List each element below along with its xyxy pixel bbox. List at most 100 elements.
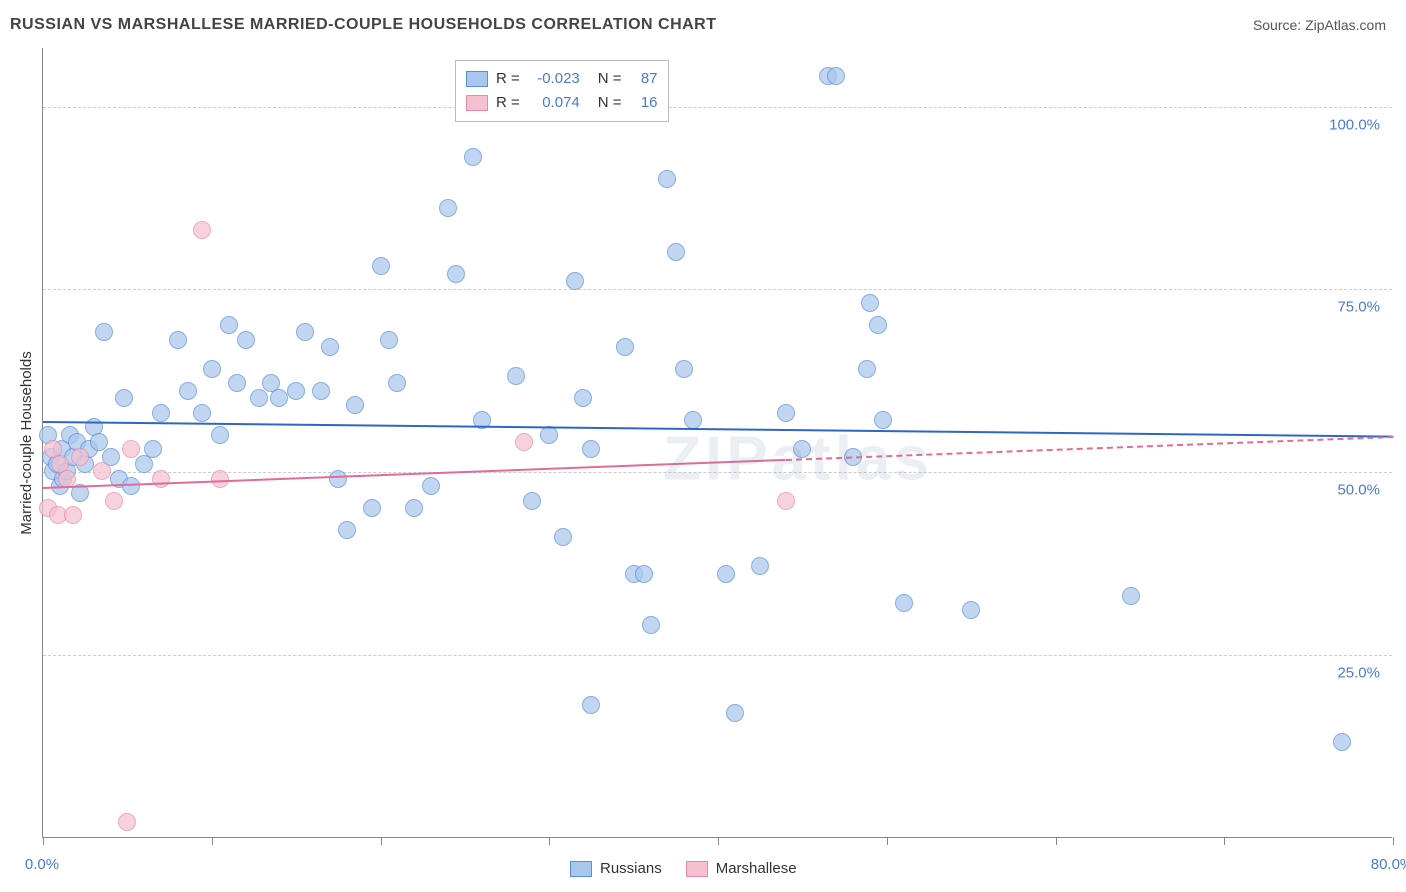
data-point bbox=[827, 67, 845, 85]
data-point bbox=[287, 382, 305, 400]
data-point bbox=[329, 470, 347, 488]
trend-line bbox=[785, 436, 1393, 461]
data-point bbox=[1122, 587, 1140, 605]
source-prefix: Source: bbox=[1253, 17, 1305, 33]
data-point bbox=[962, 601, 980, 619]
data-point bbox=[861, 294, 879, 312]
chart-header: RUSSIAN VS MARSHALLESE MARRIED-COUPLE HO… bbox=[0, 0, 1406, 40]
data-point bbox=[869, 316, 887, 334]
data-point bbox=[380, 331, 398, 349]
legend-series-item: Russians bbox=[570, 860, 662, 877]
data-point bbox=[346, 396, 364, 414]
data-point bbox=[582, 440, 600, 458]
data-point bbox=[321, 338, 339, 356]
stats-legend: R =-0.023N =87R =0.074N =16 bbox=[455, 60, 669, 122]
data-point bbox=[270, 389, 288, 407]
data-point bbox=[777, 492, 795, 510]
x-tick bbox=[381, 837, 382, 845]
y-tick-label: 100.0% bbox=[1329, 116, 1380, 133]
data-point bbox=[515, 433, 533, 451]
plot-area: 25.0% 50.0% 75.0% 100.0% bbox=[42, 48, 1392, 838]
data-point bbox=[874, 411, 892, 429]
x-tick bbox=[43, 837, 44, 845]
data-point bbox=[554, 528, 572, 546]
data-point bbox=[118, 813, 136, 831]
stat-n-value: 16 bbox=[630, 91, 658, 115]
data-point bbox=[582, 696, 600, 714]
data-point bbox=[95, 323, 113, 341]
x-tick bbox=[549, 837, 550, 845]
x-tick-label: 80.0% bbox=[1371, 856, 1406, 873]
data-point bbox=[115, 389, 133, 407]
data-point bbox=[447, 265, 465, 283]
data-point bbox=[169, 331, 187, 349]
y-axis-label: Married-couple Households bbox=[18, 351, 35, 534]
legend-series-label: Russians bbox=[600, 860, 662, 877]
data-point bbox=[574, 389, 592, 407]
data-point bbox=[237, 331, 255, 349]
data-point bbox=[203, 360, 221, 378]
data-point bbox=[717, 565, 735, 583]
legend-swatch bbox=[466, 71, 488, 87]
stat-n-label: N = bbox=[598, 67, 622, 91]
gridline bbox=[43, 472, 1392, 473]
data-point bbox=[193, 221, 211, 239]
legend-stats-row: R = 0.074 N = 16 bbox=[466, 91, 658, 115]
y-tick-label: 75.0% bbox=[1337, 299, 1380, 316]
data-point bbox=[684, 411, 702, 429]
legend-swatch bbox=[686, 861, 708, 877]
x-tick bbox=[718, 837, 719, 845]
data-point bbox=[363, 499, 381, 517]
stat-n-label: N = bbox=[598, 91, 622, 115]
data-point bbox=[250, 389, 268, 407]
x-tick bbox=[1224, 837, 1225, 845]
series-legend: Russians Marshallese bbox=[570, 860, 797, 877]
data-point bbox=[388, 374, 406, 392]
data-point bbox=[777, 404, 795, 422]
data-point bbox=[122, 440, 140, 458]
stat-r-label: R = bbox=[496, 91, 520, 115]
y-tick-label: 25.0% bbox=[1337, 665, 1380, 682]
data-point bbox=[193, 404, 211, 422]
legend-series-label: Marshallese bbox=[716, 860, 797, 877]
data-point bbox=[228, 374, 246, 392]
legend-stats-row: R =-0.023N =87 bbox=[466, 67, 658, 91]
data-point bbox=[338, 521, 356, 539]
source-name: ZipAtlas.com bbox=[1305, 17, 1386, 33]
data-point bbox=[179, 382, 197, 400]
data-point bbox=[220, 316, 238, 334]
data-point bbox=[616, 338, 634, 356]
stat-r-value: -0.023 bbox=[528, 67, 580, 91]
data-point bbox=[726, 704, 744, 722]
data-point bbox=[144, 440, 162, 458]
data-point bbox=[93, 462, 111, 480]
data-point bbox=[422, 477, 440, 495]
legend-swatch bbox=[570, 861, 592, 877]
data-point bbox=[507, 367, 525, 385]
y-tick-label: 50.0% bbox=[1337, 482, 1380, 499]
legend-series-item: Marshallese bbox=[686, 860, 797, 877]
data-point bbox=[1333, 733, 1351, 751]
data-point bbox=[312, 382, 330, 400]
legend-swatch bbox=[466, 95, 488, 111]
source-attribution: Source: ZipAtlas.com bbox=[1253, 17, 1386, 33]
data-point bbox=[658, 170, 676, 188]
data-point bbox=[152, 404, 170, 422]
data-point bbox=[372, 257, 390, 275]
stat-r-label: R = bbox=[496, 67, 520, 91]
data-point bbox=[105, 492, 123, 510]
gridline bbox=[43, 289, 1392, 290]
x-tick bbox=[1393, 837, 1394, 845]
data-point bbox=[464, 148, 482, 166]
x-tick-label: 0.0% bbox=[25, 856, 59, 873]
stat-r-value: 0.074 bbox=[528, 91, 580, 115]
data-point bbox=[439, 199, 457, 217]
x-tick bbox=[212, 837, 213, 845]
data-point bbox=[751, 557, 769, 575]
data-point bbox=[211, 426, 229, 444]
data-point bbox=[523, 492, 541, 510]
data-point bbox=[211, 470, 229, 488]
data-point bbox=[675, 360, 693, 378]
data-point bbox=[635, 565, 653, 583]
data-point bbox=[895, 594, 913, 612]
